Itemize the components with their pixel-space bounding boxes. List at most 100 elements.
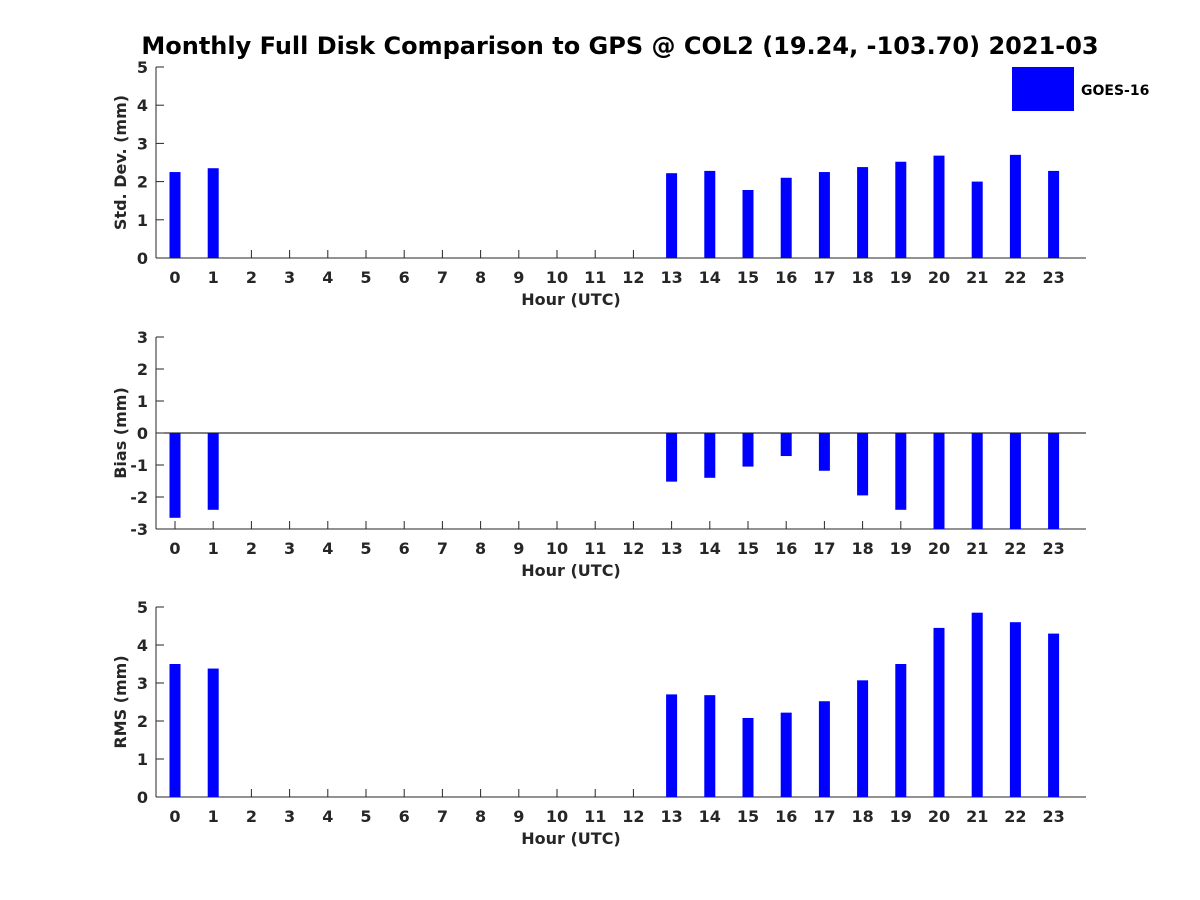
x-tick-label: 16 xyxy=(775,268,797,287)
x-tick-label: 4 xyxy=(322,539,333,558)
x-tick-label: 15 xyxy=(737,268,759,287)
y-tick-label: 0 xyxy=(137,788,148,807)
y-axis-label: RMS (mm) xyxy=(111,655,130,748)
x-tick-label: 5 xyxy=(360,539,371,558)
y-tick-label: 2 xyxy=(137,173,148,192)
bar-hour-20 xyxy=(933,155,945,258)
x-tick-label: 14 xyxy=(699,539,721,558)
x-tick-label: 5 xyxy=(360,268,371,287)
chart-title: Monthly Full Disk Comparison to GPS @ CO… xyxy=(141,32,1098,60)
x-tick-label: 21 xyxy=(966,807,988,826)
x-tick-label: 10 xyxy=(546,807,568,826)
bar-hour-20 xyxy=(933,433,945,529)
y-tick-label: 3 xyxy=(137,134,148,153)
x-tick-label: 8 xyxy=(475,268,486,287)
x-tick-label: 22 xyxy=(1004,807,1026,826)
y-tick-label: 5 xyxy=(137,598,148,617)
y-tick-label: 1 xyxy=(137,750,148,769)
y-tick-label: 4 xyxy=(137,636,148,655)
x-tick-label: 15 xyxy=(737,807,759,826)
bar-hour-14 xyxy=(704,433,716,478)
x-tick-label: 23 xyxy=(1042,807,1064,826)
legend-swatch-goes-16 xyxy=(1012,67,1074,111)
x-tick-label: 0 xyxy=(169,268,180,287)
x-tick-label: 10 xyxy=(546,539,568,558)
x-tick-label: 8 xyxy=(475,539,486,558)
x-tick-label: 3 xyxy=(284,539,295,558)
x-tick-label: 4 xyxy=(322,807,333,826)
bar-hour-19 xyxy=(895,433,907,510)
x-tick-label: 19 xyxy=(890,268,912,287)
bar-hour-17 xyxy=(818,701,830,797)
bar-hour-14 xyxy=(704,695,716,797)
y-tick-label: 0 xyxy=(137,424,148,443)
x-tick-label: 19 xyxy=(890,539,912,558)
x-tick-label: 9 xyxy=(513,539,524,558)
bar-hour-13 xyxy=(666,694,678,797)
x-tick-label: 11 xyxy=(584,539,606,558)
x-tick-label: 14 xyxy=(699,268,721,287)
x-tick-label: 23 xyxy=(1042,539,1064,558)
y-tick-label: 2 xyxy=(137,712,148,731)
x-tick-label: 22 xyxy=(1004,539,1026,558)
y-tick-label: 1 xyxy=(137,392,148,411)
x-tick-label: 0 xyxy=(169,539,180,558)
y-tick-label: 1 xyxy=(137,211,148,230)
x-tick-label: 3 xyxy=(284,268,295,287)
y-tick-label: 3 xyxy=(137,674,148,693)
legend-label-goes-16: GOES-16 xyxy=(1081,83,1149,99)
x-tick-label: 9 xyxy=(513,807,524,826)
x-tick-label: 8 xyxy=(475,807,486,826)
bar-hour-18 xyxy=(857,167,869,258)
bar-hour-22 xyxy=(1009,154,1021,258)
bar-hour-19 xyxy=(895,664,907,797)
x-tick-label: 22 xyxy=(1004,268,1026,287)
bar-hour-16 xyxy=(780,177,792,258)
bar-hour-22 xyxy=(1009,433,1021,529)
x-tick-label: 15 xyxy=(737,539,759,558)
x-tick-label: 6 xyxy=(399,268,410,287)
bar-hour-19 xyxy=(895,161,907,258)
bar-hour-16 xyxy=(780,712,792,797)
bar-hour-13 xyxy=(666,433,678,482)
bar-hour-17 xyxy=(818,172,830,258)
y-tick-label: 3 xyxy=(137,328,148,347)
bar-hour-0 xyxy=(169,664,181,797)
x-tick-label: 12 xyxy=(622,539,644,558)
bar-hour-18 xyxy=(857,433,869,496)
x-tick-label: 2 xyxy=(246,268,257,287)
x-tick-label: 21 xyxy=(966,268,988,287)
x-tick-label: 17 xyxy=(813,539,835,558)
x-tick-label: 7 xyxy=(437,268,448,287)
bar-hour-14 xyxy=(704,170,716,258)
y-axis-label: Std. Dev. (mm) xyxy=(111,95,130,230)
x-tick-label: 2 xyxy=(246,539,257,558)
bar-hour-21 xyxy=(971,612,983,797)
bar-hour-18 xyxy=(857,680,869,797)
x-tick-label: 14 xyxy=(699,807,721,826)
x-tick-label: 12 xyxy=(622,268,644,287)
x-axis-label: Hour (UTC) xyxy=(521,829,621,848)
y-tick-label: 0 xyxy=(137,249,148,268)
legend: GOES-16 xyxy=(1012,67,1149,111)
y-tick-label: 4 xyxy=(137,96,148,115)
x-tick-label: 0 xyxy=(169,807,180,826)
x-tick-label: 18 xyxy=(851,807,873,826)
x-tick-label: 13 xyxy=(660,268,682,287)
x-tick-label: 9 xyxy=(513,268,524,287)
bar-hour-20 xyxy=(933,627,945,797)
bar-hour-1 xyxy=(207,433,219,510)
x-tick-label: 21 xyxy=(966,539,988,558)
x-tick-label: 6 xyxy=(399,539,410,558)
y-tick-label: -2 xyxy=(130,488,148,507)
bar-hour-0 xyxy=(169,172,181,258)
x-tick-label: 18 xyxy=(851,268,873,287)
bar-hour-0 xyxy=(169,433,181,518)
x-tick-label: 1 xyxy=(208,539,219,558)
bar-hour-21 xyxy=(971,433,983,529)
